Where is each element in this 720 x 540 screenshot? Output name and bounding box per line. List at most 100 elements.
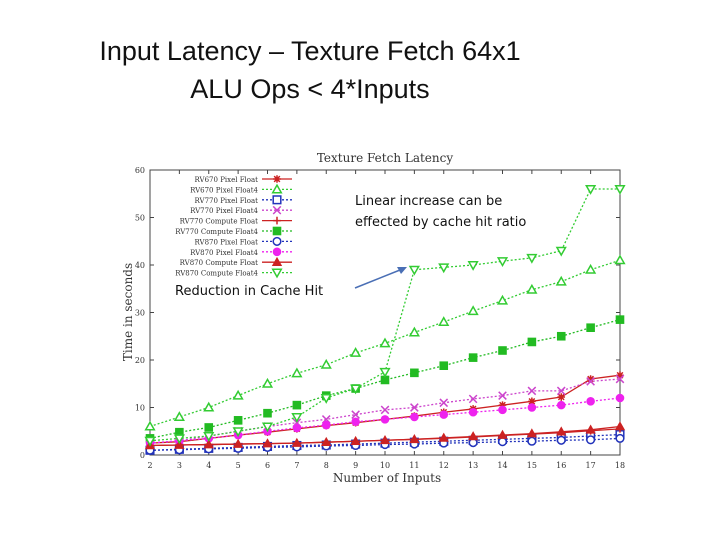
rv870-pixel-float4-point [439,410,449,419]
rv870-pixel-float4-point [468,407,478,417]
rv870-pixel-float-point [615,433,625,443]
rv770-pixel-float4-point [468,394,478,404]
rv770-compute-float4-point [204,423,214,432]
slide-title-line-2: ALU Ops < 4*Inputs [190,74,430,104]
rv870-compute-float-point [497,429,508,439]
legend-label-rv770-pixel-float: RV770 Pixel Float [195,197,259,205]
rv870-compute-float4-point [291,412,303,423]
slide-title-line-1: Input Latency – Texture Fetch 64x1 [99,36,521,66]
rv870-pixel-float4-point [410,412,419,422]
legend-rv870-pixel-float-point [272,236,282,246]
legend-rv670-pixel-float-point [273,175,281,183]
y-tick-label: 60 [135,166,145,175]
x-tick-label: 5 [236,461,241,470]
rv870-compute-float4-point [614,184,626,195]
rv670-pixel-float4-point [203,401,215,412]
x-tick-label: 4 [206,461,211,470]
y-tick-label: 30 [135,309,145,318]
rv870-compute-float4-point [144,436,156,447]
rv770-pixel-float4-point [586,377,595,386]
rv670-pixel-float4-point [438,316,450,327]
rv770-pixel-float4-point [556,386,566,396]
series-rv870-compute-float4 [144,184,626,447]
rv870-compute-float-point [232,438,244,448]
rv770-pixel-float4-point [380,405,390,415]
rv870-compute-float4-point [261,422,274,433]
rv770-compute-float4-point [498,346,507,355]
rv870-compute-float4-point [203,431,215,442]
rv870-compute-float-point [556,426,567,436]
x-tick-label: 2 [147,461,152,470]
rv670-pixel-float4-point [232,389,244,400]
rv770-compute-float4-point [527,337,537,347]
legend-rv870-compute-float4-point [271,268,283,279]
rv670-pixel-float4-point [614,254,626,265]
x-tick-label: 6 [265,461,270,470]
y-axis-label: Time in seconds [121,263,135,361]
rv770-pixel-float4-point [351,410,360,419]
rv670-pixel-float4-point [320,358,332,369]
rv870-compute-float4-point [496,257,509,268]
series-line-rv770-compute-float4 [149,318,621,440]
rv670-pixel-float-point [498,401,507,409]
x-tick-label: 18 [615,461,625,470]
rv670-pixel-float4-point [173,411,185,422]
chart-background [110,140,630,490]
series-rv870-compute-float [144,421,626,450]
rv770-pixel-float4-point [615,374,625,384]
legend-rv770-compute-float4-point [272,226,282,236]
rv870-compute-float-point [203,439,214,449]
legend-label-rv770-compute-float4: RV770 Compute Float4 [175,228,258,236]
rv670-pixel-float4-point [261,377,274,388]
rv870-pixel-float-point [586,435,596,445]
rv770-compute-float4-point [292,400,302,410]
rv870-pixel-float4-point [498,405,507,415]
rv670-pixel-float4-point [526,283,538,294]
y-tick-label: 40 [135,261,145,270]
rv770-pixel-float4-point [439,398,449,408]
y-tick-label: 0 [140,451,145,460]
rv870-compute-float-point [379,434,391,445]
annotation-linear-line-1: Linear increase can be [355,194,503,209]
rv870-compute-float-point [409,434,420,444]
annotation-linear-increase: Linear increase can be effected by cache… [355,191,526,233]
series-group [144,184,626,455]
rv770-pixel-float4-point [498,391,507,400]
rv870-pixel-float4-point [586,397,595,406]
rv770-compute-float4-point [263,408,272,418]
rv770-compute-float4-point [439,361,449,370]
legend-label-rv670-pixel-float4: RV670 Pixel Float4 [190,186,258,194]
rv670-pixel-float4-point [585,263,597,274]
rv770-compute-float4-point [556,331,566,341]
rv870-compute-float-point [614,421,626,431]
legend: RV670 Pixel Float RV670 Pixel Float4 RV770… [175,175,292,279]
rv670-pixel-float4-point [555,275,567,286]
slide-title: Input Latency – Texture Fetch 64x1 ALU O… [0,32,620,108]
rv870-compute-float-point [262,438,273,448]
rv870-compute-float4-point [350,384,362,395]
rv670-pixel-float4-point [291,367,303,378]
rv670-pixel-float-point [528,397,536,406]
legend-label-rv870-pixel-float: RV870 Pixel Float [195,238,259,246]
legend-rv670-pixel-float4-point [271,183,283,194]
rv670-pixel-float4-point [379,337,391,348]
rv670-pixel-float-point [586,375,595,383]
y-tick-label: 10 [135,404,145,413]
rv870-compute-float-point [467,431,479,441]
x-tick-label: 11 [409,461,419,470]
x-tick-label: 9 [353,461,358,470]
texture-fetch-latency-chart: Texture Fetch Latency Number of Inputs T… [110,140,630,490]
rv870-pixel-float-point [527,436,537,446]
x-tick-label: 13 [468,461,478,470]
x-axis-label: Number of Inputs [333,471,441,485]
rv870-compute-float-point [291,437,303,447]
legend-rv770-pixel-float-point [272,195,282,205]
rv670-pixel-float4-point [408,326,420,337]
rv670-pixel-float4-point [350,347,362,357]
rv870-pixel-float4-point [527,403,537,412]
rv870-pixel-float4-point [556,400,566,410]
annotation-cache-hit: Reduction in Cache Hit [175,284,324,299]
legend-label-rv870-pixel-float4: RV870 Pixel Float4 [190,249,258,257]
annotation-arrowhead [397,267,407,274]
rv870-pixel-float-point [556,435,566,445]
